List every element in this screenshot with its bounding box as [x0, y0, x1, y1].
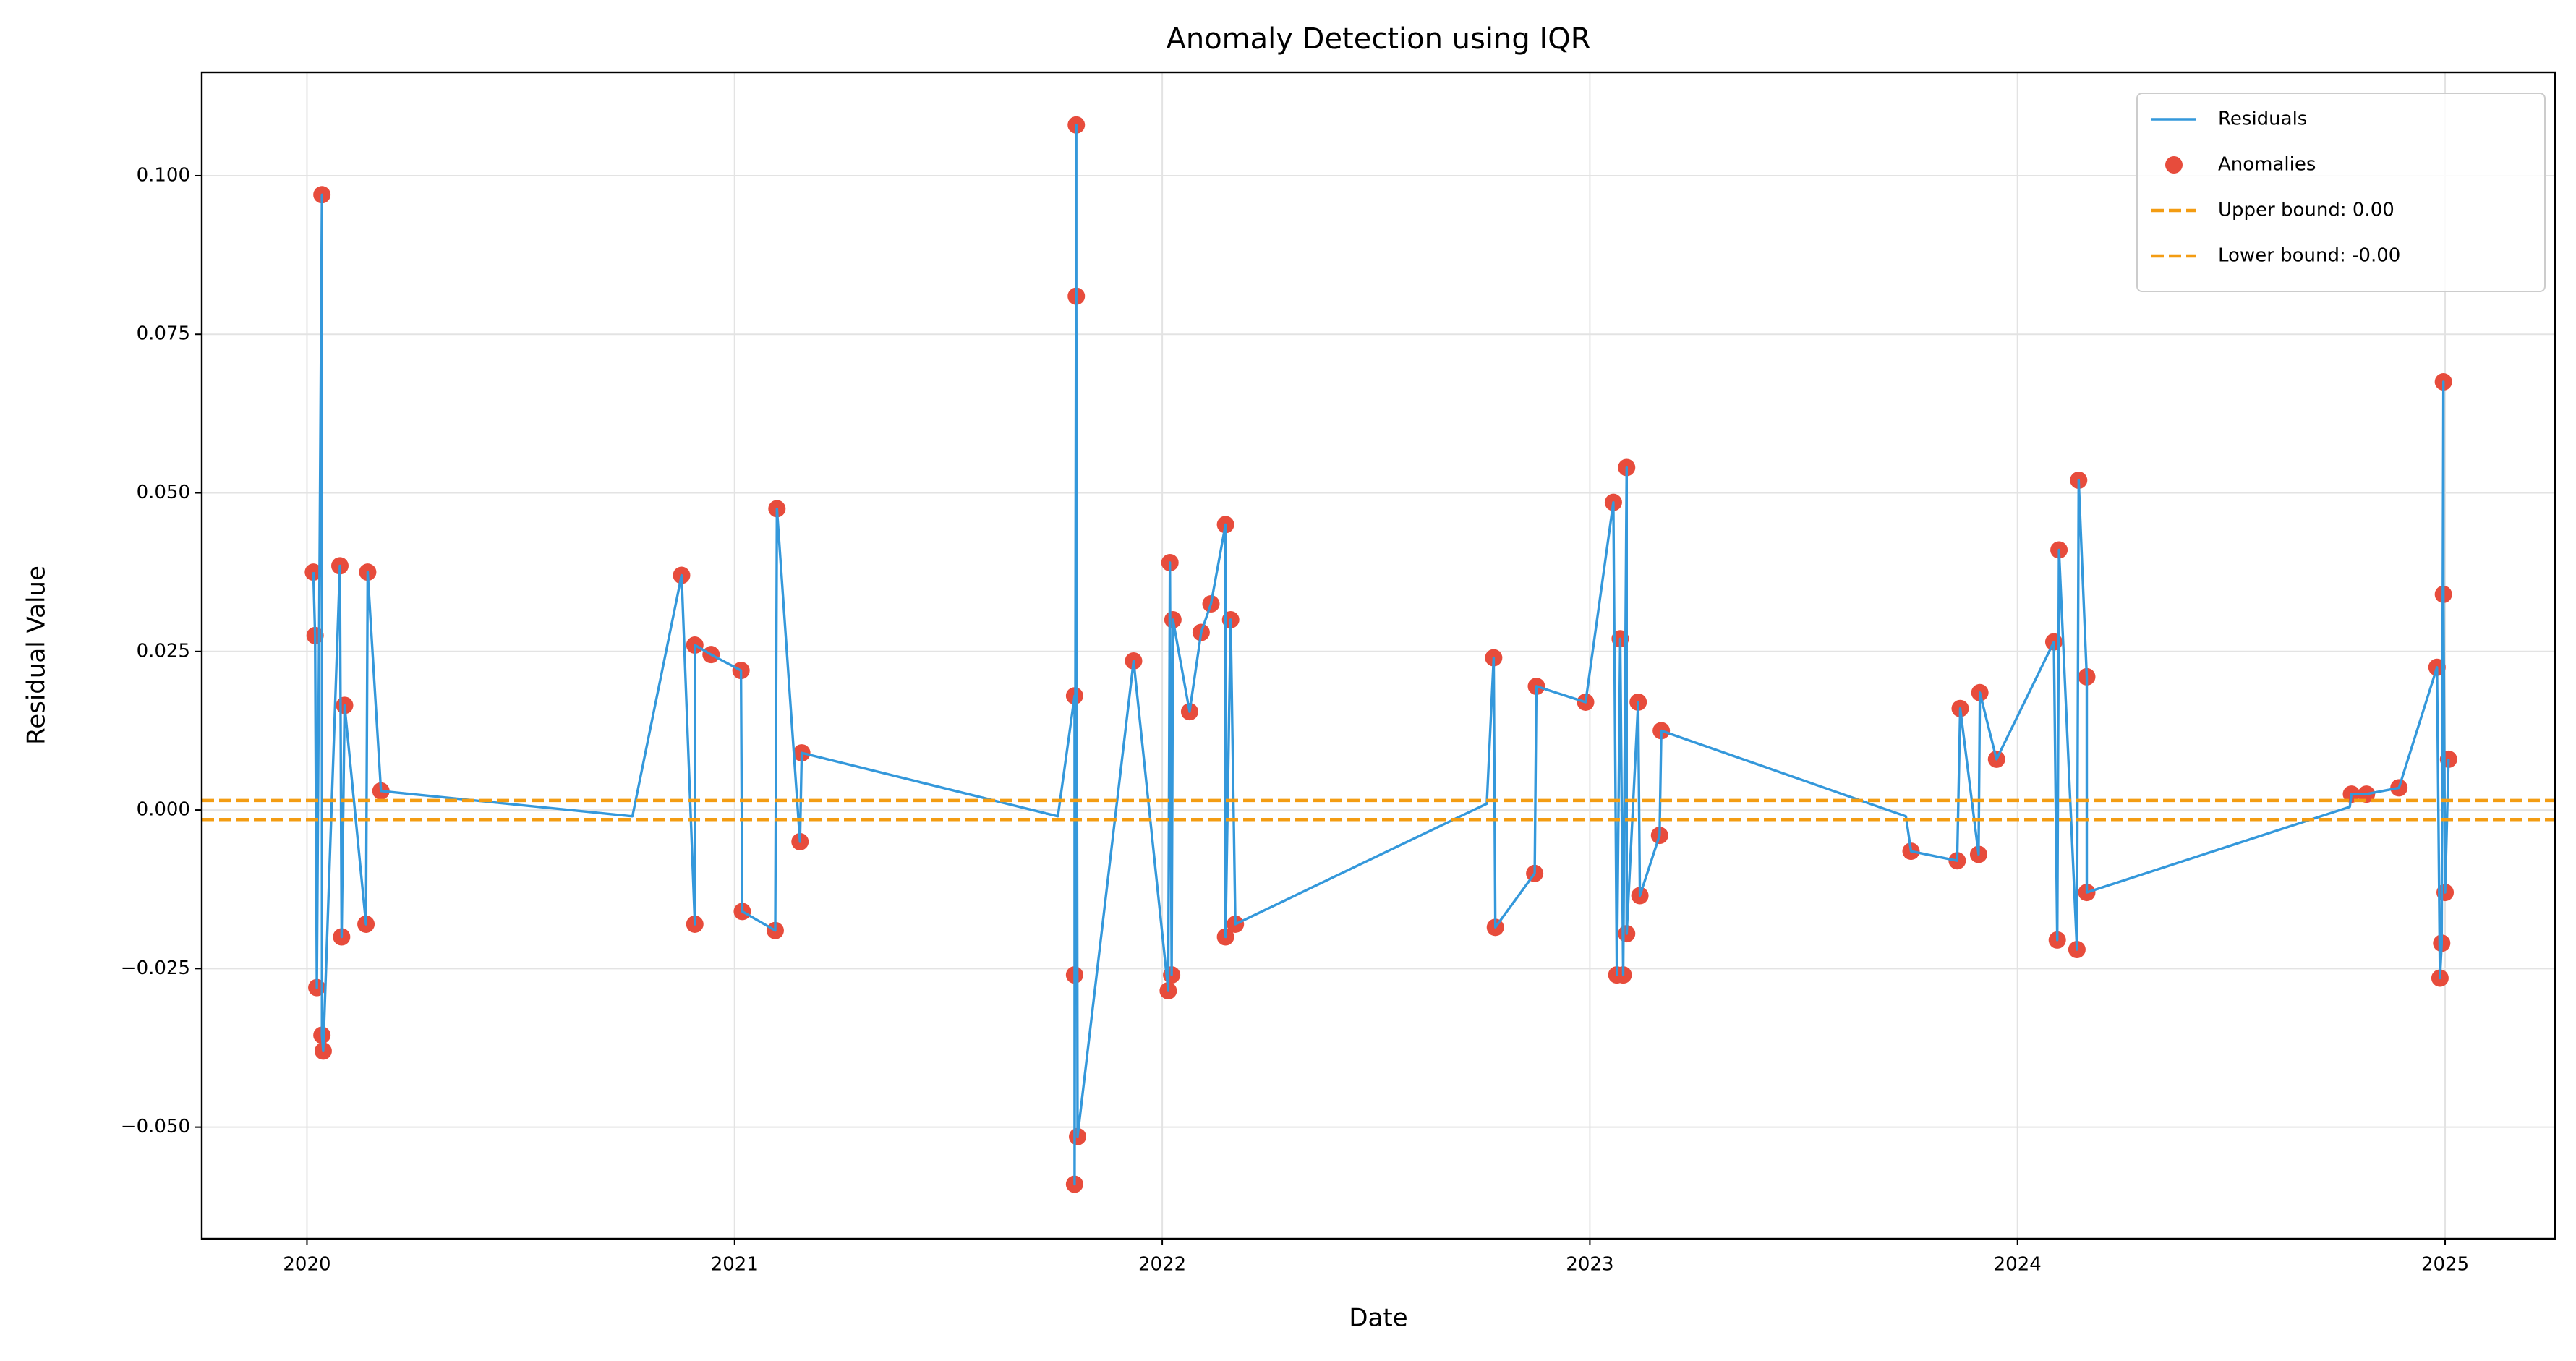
x-tick-label: 2021 [711, 1254, 759, 1276]
legend-box [2136, 93, 2546, 292]
legend: Residuals Anomalies Upper bound: 0.00 Lower… [2136, 93, 2546, 292]
legend-label: Lower bound: -0.00 [2218, 245, 2400, 267]
chart-title: Anomaly Detection using IQR [1166, 22, 1590, 56]
x-tick-label: 2020 [283, 1254, 330, 1276]
y-tick-label: −0.050 [121, 1116, 190, 1138]
anomaly-point [304, 563, 323, 581]
y-tick-label: 0.100 [137, 164, 190, 186]
y-tick-label: 0.075 [137, 323, 190, 345]
x-tick-label: 2023 [1566, 1254, 1613, 1276]
legend-label: Anomalies [2218, 154, 2316, 176]
legend-label: Upper bound: 0.00 [2218, 200, 2394, 221]
x-tick-label: 2025 [2421, 1254, 2469, 1276]
plot-frame [200, 71, 2556, 1240]
residual-line [312, 124, 2450, 1186]
y-tick-label: 0.050 [137, 482, 190, 503]
y-tick-label: 0.025 [137, 640, 190, 662]
legend-swatch [2165, 156, 2183, 174]
y-axis-label: Residual Value [22, 566, 51, 745]
y-tick-label: 0.000 [137, 799, 190, 821]
x-tick-label: 2024 [1994, 1254, 2042, 1276]
x-axis-label: Date [1349, 1304, 1407, 1333]
y-tick-label: −0.025 [121, 957, 190, 979]
legend-label: Residuals [2218, 108, 2307, 130]
x-tick-label: 2022 [1138, 1254, 1186, 1276]
